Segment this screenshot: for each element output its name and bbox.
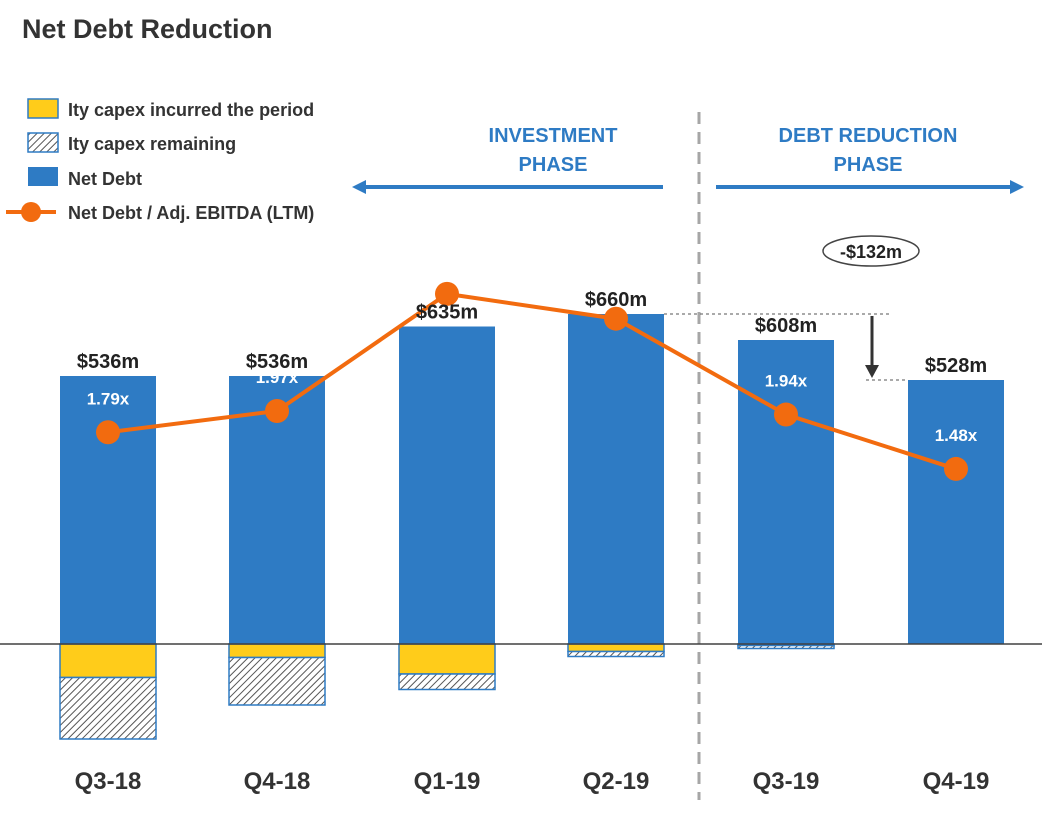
ratio-point-q2-19	[604, 306, 628, 331]
left-arrow-head-icon	[352, 180, 366, 194]
value-label-q4-19: $528m	[925, 355, 987, 377]
legend-label-capex-remaining: Ity capex remaining	[68, 134, 236, 154]
legend-label-ratio: Net Debt / Adj. EBITDA (LTM)	[68, 203, 314, 223]
category-label-q3-19: Q3-19	[753, 768, 820, 795]
ratio-label-q3-19: 1.94x	[765, 372, 808, 391]
investment-phase-label-line2: PHASE	[519, 154, 588, 176]
bar-capex-incurred-q1-19	[398, 643, 496, 675]
category-label-q4-18: Q4-18	[244, 768, 311, 795]
ratio-label-q4-18: 1.97x	[256, 368, 299, 387]
debt-reduction-phase: DEBT REDUCTION PHASE	[716, 125, 1024, 194]
bar-capex-remaining-q4-18	[228, 656, 326, 706]
value-label-q4-18: $536m	[246, 351, 308, 373]
ratio-line	[107, 291, 957, 471]
bar-capex-remaining-q3-19	[737, 644, 835, 650]
value-label-q2-19: $660m	[585, 289, 647, 311]
bars-layer	[59, 314, 1004, 740]
ratio-point-q3-19	[774, 402, 798, 427]
bar-capex-incurred-q4-18	[228, 643, 326, 659]
bar-net-debt-q3-19	[738, 340, 834, 644]
legend-item-net-debt: Net Debt	[28, 167, 142, 189]
legend-swatch-blue	[28, 167, 58, 186]
ratio-label-q1-19: 2.96x	[426, 251, 469, 270]
legend-swatch-yellow	[27, 98, 59, 119]
right-arrow-head-icon	[1010, 180, 1024, 194]
ratio-label-q3-18: 1.79x	[87, 389, 130, 408]
value-label-q3-19: $608m	[755, 315, 817, 337]
bar-capex-remaining-q1-19	[398, 673, 496, 691]
ratio-point-q1-19	[435, 281, 459, 306]
debt-reduction-phase-label-line2: PHASE	[834, 154, 903, 176]
debt-reduction-phase-label-line1: DEBT REDUCTION	[779, 125, 958, 147]
ratio-line-layer	[96, 281, 968, 481]
delta-label: -$132m	[840, 242, 902, 262]
ratio-label-q4-19: 1.48x	[935, 426, 978, 445]
value-label-q1-19: $635m	[416, 302, 478, 324]
chart-title: Net Debt Reduction	[22, 14, 273, 44]
bar-net-debt-q4-19	[908, 380, 1004, 644]
investment-phase-label-line1: INVESTMENT	[489, 125, 618, 147]
bar-net-debt-q3-18	[60, 376, 156, 644]
reduction-annotation: -$132m	[664, 235, 920, 381]
delta-badge	[822, 235, 920, 267]
down-arrow-head-icon	[865, 365, 879, 378]
category-label-q2-19: Q2-19	[583, 768, 650, 795]
labels-layer: $536m Q3-18 $536m Q4-18 $635m Q1-19 $660m Q2-19…	[75, 251, 990, 795]
legend-item-capex-incurred: Ity capex incurred the period	[27, 98, 314, 120]
ratio-point-q3-18	[96, 420, 120, 445]
legend-item-capex-remaining: Ity capex remaining	[27, 132, 236, 154]
bar-capex-incurred-q2-19	[567, 643, 665, 653]
category-label-q1-19: Q1-19	[414, 768, 481, 795]
legend: Ity capex incurred the period Ity capex …	[6, 98, 314, 223]
legend-label-net-debt: Net Debt	[68, 169, 142, 189]
category-label-q3-18: Q3-18	[75, 768, 142, 795]
bar-capex-remaining-q2-19	[567, 650, 665, 658]
category-label-q4-19: Q4-19	[923, 768, 990, 795]
value-label-q3-18: $536m	[77, 351, 139, 373]
legend-item-ratio: Net Debt / Adj. EBITDA (LTM)	[6, 202, 314, 223]
bar-net-debt-q1-19	[399, 326, 495, 644]
investment-phase: INVESTMENT PHASE	[352, 125, 663, 194]
legend-swatch-hatched	[27, 132, 59, 153]
bar-net-debt-q2-19	[568, 314, 664, 644]
legend-swatch-dot	[21, 202, 41, 222]
legend-label-capex-incurred: Ity capex incurred the period	[68, 100, 314, 120]
ratio-point-q4-19	[944, 456, 968, 481]
ratio-point-q4-18	[265, 398, 289, 423]
ratio-label-q2-19: 2.75x	[595, 276, 638, 295]
bar-capex-remaining-q3-18	[59, 676, 157, 740]
bar-capex-incurred-q3-18	[59, 643, 157, 679]
